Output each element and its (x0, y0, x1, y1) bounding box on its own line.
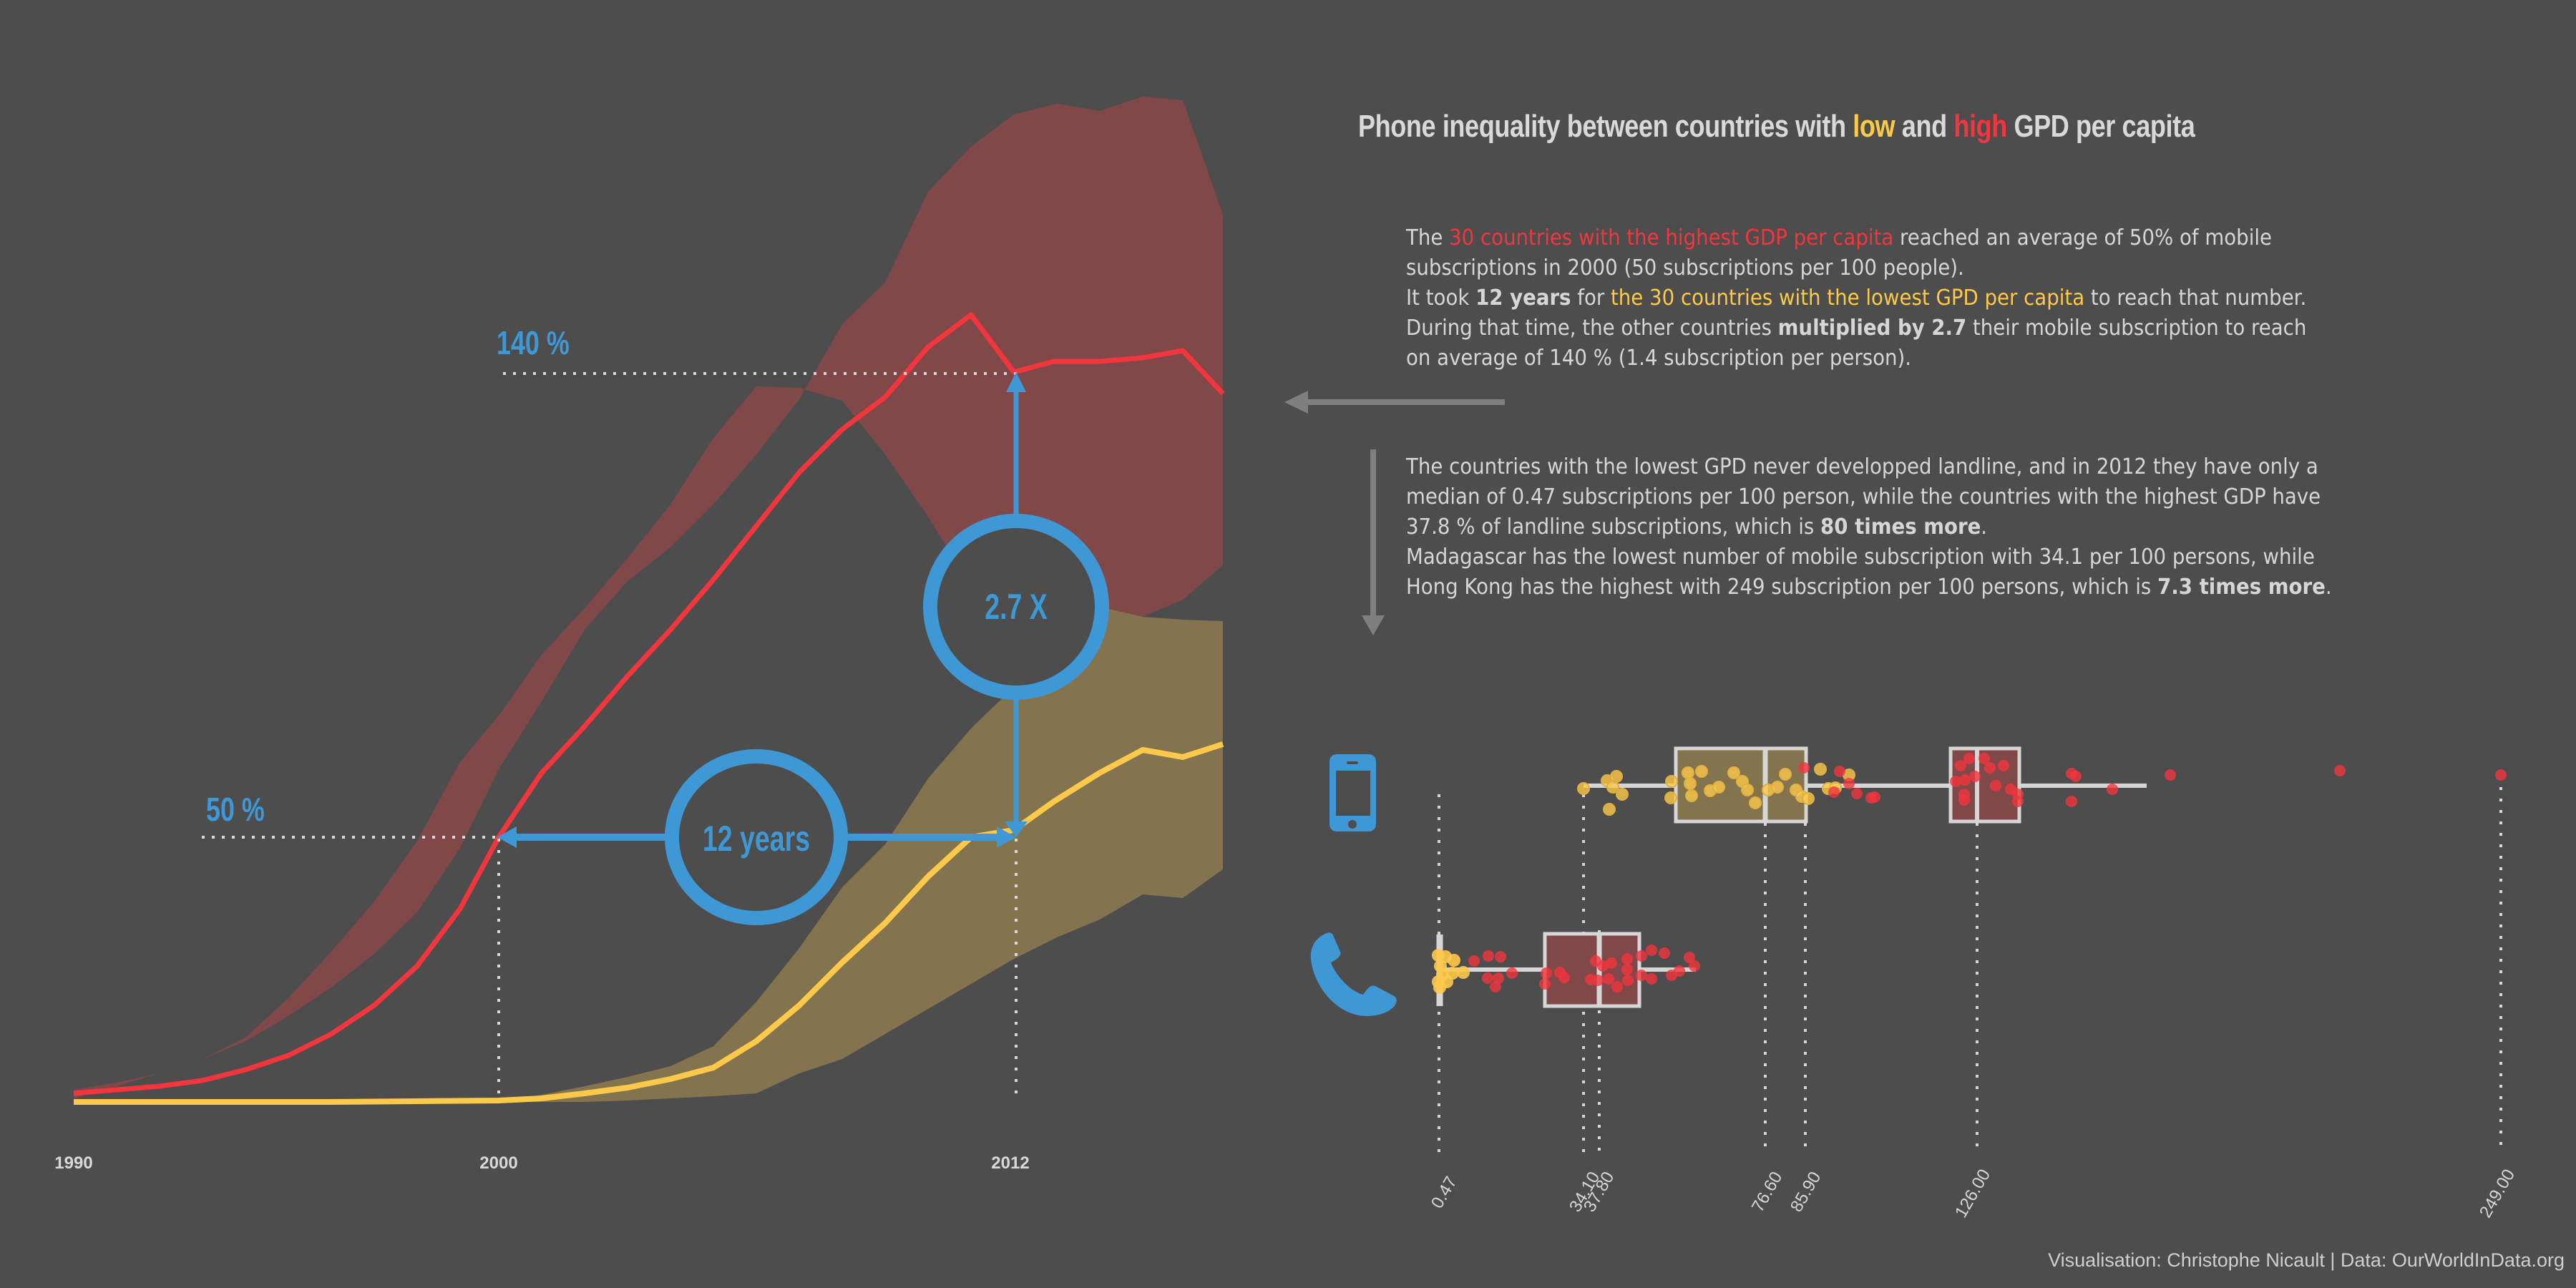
arrowhead-left (497, 826, 517, 848)
text: on average of 140 % (1.4 subscription pe… (1406, 346, 1912, 371)
text: 37.8 % of landline subscriptions, which … (1406, 514, 1821, 540)
smartphone-icon (1330, 754, 1376, 831)
page-title: Phone inequality between countries with … (1358, 109, 2195, 145)
low-gdp-line (74, 741, 1224, 1105)
high-gdp-line (73, 312, 1225, 1096)
label-50-percent: 50 % (206, 791, 265, 828)
phone-handset-icon (1310, 932, 1397, 1016)
high-gdp-band (74, 97, 1223, 1098)
text: reached an average of 50% of mobile (1893, 225, 2273, 250)
years-circle (665, 749, 848, 925)
title-low: low (1853, 109, 1896, 144)
bold-text: multiplied by 2.7 (1777, 316, 1967, 341)
bold-text: 80 times more (1820, 514, 1981, 540)
arrowhead-right (997, 826, 1016, 848)
text: subscriptions in 2000 (50 subscriptions … (1406, 255, 1964, 280)
text: . (2325, 575, 2332, 600)
connector-down-arrowhead (1362, 615, 1385, 635)
mobile-boxplot (1577, 746, 2507, 824)
highlight-high: 30 countries with the highest GDP per ca… (1449, 225, 1894, 250)
arrowhead-up (1006, 372, 1026, 392)
label-140-percent: 140 % (497, 324, 570, 361)
multiplier-circle (923, 514, 1109, 700)
title-high: high (1953, 109, 2007, 144)
text: . (1981, 514, 1988, 540)
x-tick-1990: 1990 (54, 1153, 93, 1173)
title-text: and (1895, 109, 1954, 144)
landline-summary-paragraph: The countries with the lowest GPD never … (1406, 452, 2332, 602)
title-text: GPD per capita (2006, 109, 2195, 144)
text: The countries with the lowest GPD never … (1406, 454, 2318, 479)
x-tick-2000: 2000 (479, 1153, 518, 1173)
credit-line: Visualisation: Christophe Nicault | Data… (2048, 1249, 2565, 1271)
text: It took (1406, 286, 1476, 311)
low-gdp-band (499, 607, 1223, 1102)
text: Hong Kong has the highest with 249 subsc… (1406, 575, 2158, 600)
multiplier-circle-label: 2.7 X (985, 587, 1048, 627)
text: Madagascar has the lowest number of mobi… (1406, 545, 2315, 570)
bold-text: 7.3 times more (2157, 575, 2326, 600)
landline-boxplot (1432, 932, 1700, 1008)
bold-text: 12 years (1475, 286, 1571, 311)
text: their mobile subscription to reach (1966, 316, 2307, 341)
title-text: Phone inequality between countries with (1358, 109, 1853, 144)
mobile-summary-paragraph: The 30 countries with the highest GDP pe… (1406, 223, 2306, 374)
highlight-low: the 30 countries with the lowest GPD per… (1610, 286, 2085, 311)
years-circle-label: 12 years (702, 819, 811, 859)
text: for (1571, 286, 1611, 311)
text: During that time, the other countries (1406, 316, 1778, 341)
text: The (1406, 225, 1450, 250)
text: to reach that number. (2084, 286, 2307, 311)
text: median of 0.47 subscriptions per 100 per… (1406, 484, 2321, 509)
connector-left-arrowhead (1284, 391, 1308, 414)
x-tick-2012: 2012 (991, 1153, 1030, 1173)
arrowhead-down (1005, 821, 1028, 837)
